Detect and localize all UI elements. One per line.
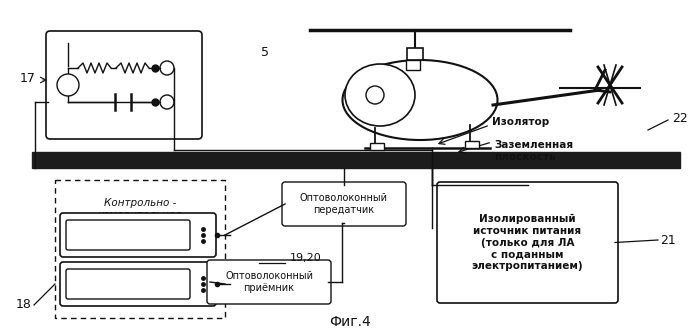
Text: Контрольно -
измерительная
аппаратура: Контрольно - измерительная аппаратура <box>98 198 182 231</box>
Text: Оптоволоконный
передатчик: Оптоволоконный передатчик <box>300 193 388 215</box>
Text: 21: 21 <box>660 234 675 246</box>
Circle shape <box>57 74 79 96</box>
Ellipse shape <box>342 60 498 140</box>
Text: Изолированный
источник питания
(только для ЛА
с поданным
электропитанием): Изолированный источник питания (только д… <box>472 214 583 271</box>
FancyBboxPatch shape <box>437 182 618 303</box>
Text: 5: 5 <box>261 45 269 59</box>
FancyBboxPatch shape <box>46 31 202 139</box>
Bar <box>370 143 384 150</box>
Bar <box>406 60 420 70</box>
FancyBboxPatch shape <box>207 260 331 304</box>
Bar <box>407 48 423 60</box>
Text: 22: 22 <box>672 112 687 124</box>
Text: 17: 17 <box>20 71 36 85</box>
FancyBboxPatch shape <box>60 213 216 257</box>
FancyBboxPatch shape <box>60 262 216 306</box>
Bar <box>465 141 479 148</box>
Text: Изолятор: Изолятор <box>492 117 550 127</box>
Text: Оптоволоконный
приёмник: Оптоволоконный приёмник <box>225 271 313 293</box>
FancyBboxPatch shape <box>66 220 190 250</box>
Circle shape <box>366 86 384 104</box>
Circle shape <box>160 95 174 109</box>
Text: 19,20: 19,20 <box>290 253 322 263</box>
Text: Фиг.4: Фиг.4 <box>329 315 371 329</box>
FancyBboxPatch shape <box>55 180 225 318</box>
FancyBboxPatch shape <box>282 182 406 226</box>
Ellipse shape <box>345 64 415 126</box>
Bar <box>32 152 680 168</box>
FancyBboxPatch shape <box>66 269 190 299</box>
Text: 18: 18 <box>16 298 32 312</box>
Text: Заземленная
плоскость: Заземленная плоскость <box>494 140 573 162</box>
Circle shape <box>160 61 174 75</box>
